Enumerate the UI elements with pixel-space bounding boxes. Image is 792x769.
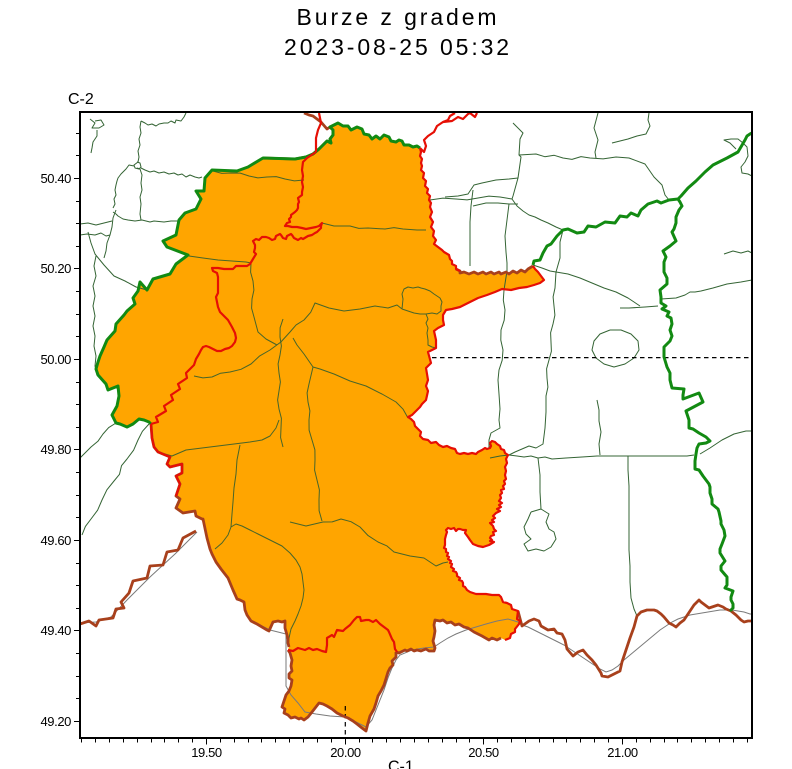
- svg-text:20.00: 20.00: [330, 745, 361, 760]
- svg-text:49.60: 49.60: [40, 533, 71, 548]
- svg-text:21.00: 21.00: [607, 745, 638, 760]
- svg-text:19.50: 19.50: [191, 745, 222, 760]
- svg-text:C-2: C-2: [68, 91, 94, 108]
- svg-text:50.20: 50.20: [40, 261, 71, 276]
- svg-text:49.20: 49.20: [40, 714, 71, 729]
- svg-text:49.40: 49.40: [40, 623, 71, 638]
- svg-text:Burze z gradem: Burze z gradem: [297, 4, 500, 30]
- svg-text:50.40: 50.40: [40, 171, 71, 186]
- svg-text:20.50: 20.50: [468, 745, 499, 760]
- svg-text:2023-08-25 05:32: 2023-08-25 05:32: [284, 34, 512, 60]
- svg-text:C-1: C-1: [388, 759, 414, 769]
- svg-text:50.00: 50.00: [40, 352, 71, 367]
- svg-text:49.80: 49.80: [40, 442, 71, 457]
